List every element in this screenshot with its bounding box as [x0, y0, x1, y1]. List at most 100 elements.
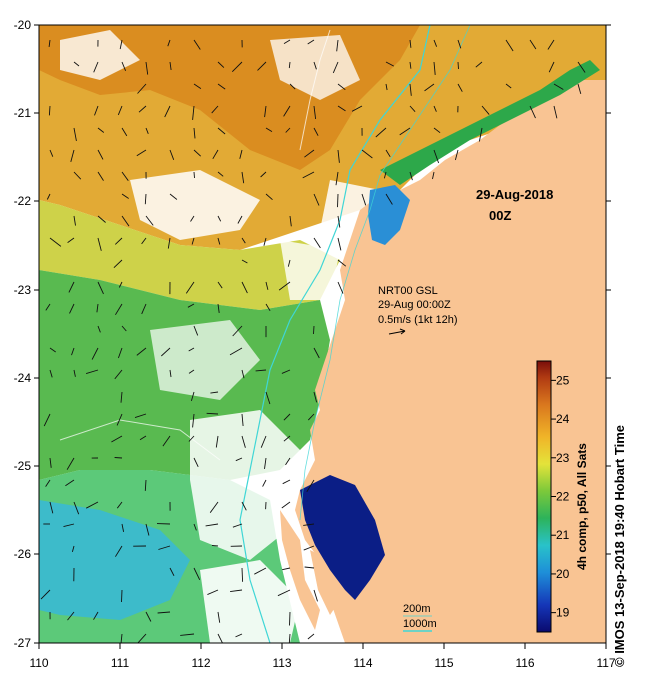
current-vector: [209, 501, 219, 513]
current-vector: [283, 413, 291, 421]
current-vector: [433, 127, 441, 134]
current-vector: [115, 545, 123, 557]
x-tick-label: 114: [353, 656, 372, 670]
current-vector: [49, 457, 52, 468]
current-vector: [409, 39, 412, 48]
current-vector: [193, 127, 196, 139]
current-vector: [313, 61, 317, 70]
current-vector: [529, 105, 536, 119]
current-vector: [114, 369, 123, 380]
current-vector: [118, 281, 123, 288]
current-vector: [260, 435, 267, 448]
current-vector: [188, 369, 195, 374]
current-vector: [217, 61, 225, 68]
current-vector: [121, 127, 128, 137]
current-vector: [217, 633, 223, 643]
current-vector: [162, 435, 171, 447]
current-vector: [303, 523, 315, 526]
current-vector: [210, 391, 219, 394]
current-vector: [157, 611, 171, 614]
peninsula: [280, 510, 320, 630]
x-tick-label: 113: [272, 656, 291, 670]
current-vector: [120, 633, 123, 643]
current-vector: [93, 61, 99, 73]
current-vector: [48, 105, 51, 116]
current-vector: [97, 325, 101, 333]
current-vector: [73, 171, 82, 180]
current-vector: [120, 391, 123, 403]
current-vector: [97, 149, 104, 160]
exmouth-gulf-water: [368, 185, 410, 245]
current-vector: [239, 149, 243, 159]
current-vector: [121, 215, 130, 227]
current-vector: [505, 83, 512, 89]
cyan-water-region: [39, 500, 190, 620]
y-tick-label: -21: [14, 106, 32, 120]
current-vector: [49, 369, 53, 378]
current-vector: [336, 39, 339, 52]
current-vector: [158, 545, 171, 550]
current-vector: [475, 61, 483, 68]
current-vector: [409, 61, 412, 69]
x-tick-label: 110: [29, 656, 48, 670]
current-vector: [217, 303, 220, 313]
current-vector: [49, 237, 62, 247]
x-tick-label: 111: [111, 656, 130, 670]
legend-scale: 0.5m/s (1kt 12h): [378, 314, 457, 326]
current-vector: [254, 567, 267, 575]
current-vector: [361, 149, 373, 159]
current-vector: [307, 633, 315, 640]
current-vector: [282, 479, 291, 485]
current-vector: [337, 83, 346, 91]
current-vector: [478, 127, 483, 142]
current-vector: [332, 61, 339, 74]
current-vector: [167, 39, 171, 47]
current-vector: [304, 566, 315, 569]
bathy-200-label: 200m: [403, 603, 431, 615]
y-tick-label: -24: [14, 371, 32, 385]
y-tick-label: -25: [14, 459, 32, 473]
colorbar: 25 24 23 22 21 20 19 4h comp, p50, All Sats: [536, 360, 589, 633]
cloud-gap: [130, 170, 260, 240]
cloud-gap: [190, 410, 300, 560]
current-vector: [190, 391, 195, 402]
current-vector: [288, 61, 291, 69]
current-vector: [264, 457, 267, 469]
current-vector: [337, 193, 339, 208]
current-vector: [306, 479, 315, 493]
current-vector: [278, 281, 291, 291]
current-vector: [164, 105, 171, 118]
current-vector: [206, 412, 219, 415]
current-vector: [241, 237, 246, 244]
current-vector: [313, 589, 318, 602]
mid-water-region: [39, 200, 340, 310]
current-vector: [121, 193, 129, 199]
current-vector: [457, 39, 462, 49]
current-vector: [265, 127, 273, 132]
current-vector: [289, 611, 291, 626]
current-vector: [433, 149, 440, 164]
current-vector: [137, 83, 147, 94]
current-vector: [167, 237, 171, 249]
current-vector: [43, 413, 51, 427]
current-vector: [385, 193, 393, 205]
current-vector: [217, 611, 221, 623]
current-vector: [70, 149, 75, 163]
current-vector: [548, 61, 555, 73]
current-vector: [180, 633, 195, 636]
current-vector: [241, 567, 244, 582]
current-vector: [229, 347, 243, 356]
y-tick-label: -27: [14, 636, 32, 650]
current-vector: [277, 589, 291, 597]
current-vector: [409, 83, 412, 96]
current-vector: [67, 611, 75, 621]
current-vector: [97, 171, 104, 181]
current-vector: [136, 347, 147, 356]
current-vector: [73, 61, 80, 67]
current-vector: [409, 105, 416, 113]
current-vector: [192, 413, 195, 428]
current-vector: [65, 479, 75, 487]
current-vector: [457, 83, 463, 92]
current-vector: [169, 369, 172, 378]
